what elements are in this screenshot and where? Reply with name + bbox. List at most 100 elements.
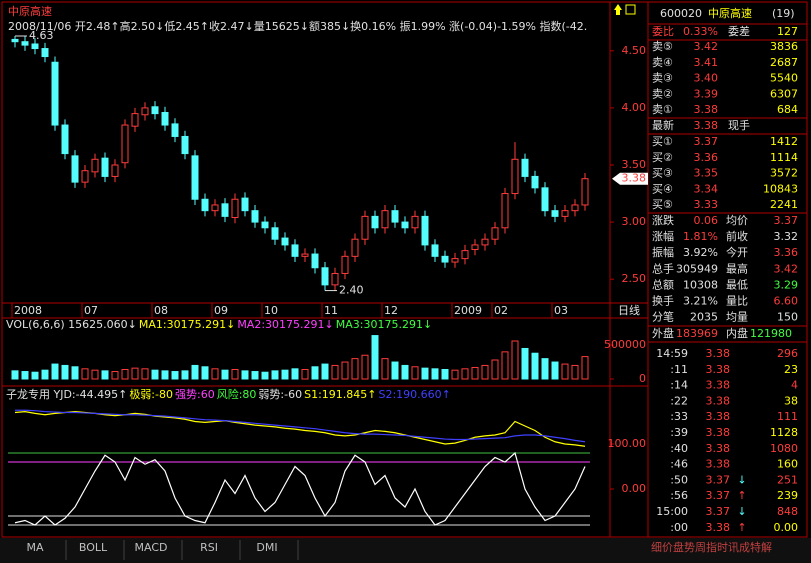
quote-text: 卖⑤	[652, 40, 673, 53]
candle-body	[311, 253, 319, 269]
candle-body	[221, 203, 229, 217]
quote-text: :56	[670, 489, 688, 502]
quote-text: 3.21%	[683, 295, 718, 308]
candle-body	[341, 255, 349, 274]
y-tick-label: 2.50	[622, 272, 647, 285]
volume-bar	[41, 369, 49, 380]
volume-bar	[441, 369, 449, 380]
volume-bar	[271, 370, 279, 380]
quote-text: :46	[670, 458, 688, 471]
header-segment: 子龙专用 YJD:-44.495↑	[6, 387, 127, 401]
annotation: 2.40	[339, 284, 364, 297]
quote-text: 1114	[770, 151, 798, 164]
quote-text: 3.40	[694, 72, 719, 85]
quote-text: 最新	[652, 118, 674, 132]
quote-text: 3.38	[706, 363, 731, 376]
volume-bar	[151, 369, 159, 380]
y-tick-label: 4.50	[622, 44, 647, 57]
menu[interactable]: 细价盘势周指时讯成特解	[651, 540, 772, 554]
tab[interactable]: RSI	[200, 541, 218, 554]
volume-bar	[31, 371, 39, 380]
quote-text: 3.38	[694, 103, 719, 116]
candle-body	[71, 155, 79, 183]
tab[interactable]: MA	[26, 541, 43, 554]
quote-text: 3572	[770, 167, 798, 180]
x-tick-label: 02	[494, 304, 508, 317]
quote-text: 买④	[652, 182, 673, 195]
volume-bar	[321, 363, 329, 380]
volume-bar	[221, 369, 229, 380]
volume-bar	[571, 364, 579, 380]
quote-text: 1.81%	[683, 230, 718, 243]
quote-text: 150	[777, 311, 798, 324]
x-tick-label: 12	[384, 304, 398, 317]
volume-bar	[511, 340, 519, 380]
quote-text: 10308	[683, 278, 718, 291]
quote-text: 3.39	[694, 87, 719, 100]
tab[interactable]: MACD	[135, 541, 168, 554]
candle-body	[321, 267, 329, 286]
volume-bar	[111, 371, 119, 380]
quote-text: 卖②	[652, 87, 673, 100]
volume-bar	[541, 358, 549, 380]
header-segment: S1:191.845↑	[304, 388, 376, 401]
quote-text: 换手	[652, 294, 674, 308]
quote-text: 3.37	[706, 473, 731, 486]
quote-text: 2241	[770, 198, 798, 211]
quote-text: 3.29	[774, 278, 799, 291]
candle-body	[511, 158, 519, 195]
candle-body	[261, 221, 269, 229]
header-segment: MA2:30175.291↓	[237, 318, 333, 331]
volume-bar	[51, 363, 59, 380]
quote-text: 涨幅	[652, 230, 674, 243]
candle-body	[231, 198, 239, 219]
stock-name: 中原高速	[708, 6, 752, 20]
volume-bar	[81, 368, 89, 380]
quote-text: 总手	[652, 261, 674, 275]
volume-bar	[251, 371, 259, 380]
tab[interactable]: DMI	[256, 541, 277, 554]
header-segment: MA3:30175.291↓	[336, 318, 432, 331]
volume-bar	[501, 351, 509, 380]
volume-bar	[91, 369, 99, 380]
quote-text: 外盘	[652, 326, 674, 340]
quote-text: 3.42	[774, 262, 799, 275]
candle-body	[381, 210, 389, 229]
quote-text: 3.37	[706, 505, 731, 518]
quote-text: 委差	[728, 24, 750, 38]
candle-body	[41, 48, 49, 58]
y-tick-label: 3.50	[622, 158, 647, 171]
x-tick-label: 2008	[14, 304, 42, 317]
volume-bar	[181, 370, 189, 380]
window-icon[interactable]	[625, 4, 636, 15]
quote-text: 今开	[726, 245, 748, 259]
quote-text: 量比	[726, 295, 748, 308]
volume-bar	[331, 364, 339, 380]
x-tick-label: 07	[84, 304, 98, 317]
quote-text: 0.00	[774, 521, 799, 534]
quote-text: 均价	[726, 214, 748, 227]
scroll-up-icon[interactable]	[614, 4, 622, 15]
candle-body	[191, 155, 199, 200]
volume-bar	[21, 371, 29, 380]
quote-text: :50	[670, 473, 688, 486]
x-tick-label: 03	[554, 304, 568, 317]
tab[interactable]: BOLL	[79, 541, 108, 554]
quote-text: 内盘	[726, 326, 748, 340]
candle-body	[241, 197, 249, 212]
candle-body	[11, 38, 19, 43]
candle-body	[21, 41, 29, 46]
quote-text: 买②	[652, 151, 673, 164]
quote-text: 3836	[770, 40, 798, 53]
quote-text: 6.60	[774, 295, 799, 308]
quote-text: 卖①	[652, 103, 673, 116]
quote-text: 3.42	[694, 40, 719, 53]
candle-body	[201, 198, 209, 212]
quote-text: 3.38	[706, 426, 731, 439]
volume-bar	[561, 363, 569, 380]
volume-bar	[191, 364, 199, 380]
candle-body	[181, 135, 189, 155]
volume-bar	[11, 370, 19, 380]
quote-text: 前收	[726, 229, 748, 243]
